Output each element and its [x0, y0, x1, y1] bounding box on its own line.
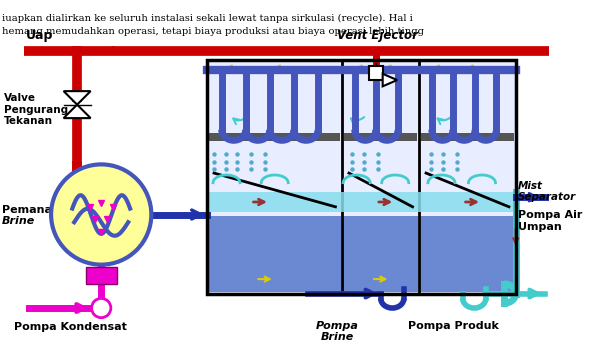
- Bar: [207, 60, 516, 293]
- Circle shape: [92, 298, 111, 318]
- Text: Pompa Kondensat: Pompa Kondensat: [14, 323, 127, 332]
- Polygon shape: [64, 105, 90, 118]
- Text: Pompa Produk: Pompa Produk: [408, 320, 498, 331]
- Bar: [209, 133, 340, 141]
- Bar: [369, 66, 383, 80]
- Bar: [343, 217, 418, 292]
- Text: Valve
Pengurang
Tekanan: Valve Pengurang Tekanan: [4, 93, 68, 126]
- Bar: [420, 217, 514, 292]
- Text: Brine: Brine: [2, 217, 35, 226]
- Text: Pompa Air
Umpan: Pompa Air Umpan: [518, 211, 582, 232]
- Bar: [86, 266, 116, 284]
- Text: Vent Ejector: Vent Ejector: [337, 29, 418, 42]
- Bar: [344, 133, 417, 141]
- Circle shape: [51, 164, 151, 265]
- Text: Uap: Uap: [26, 29, 53, 42]
- Polygon shape: [383, 74, 397, 86]
- Text: Pompa
Brine: Pompa Brine: [316, 320, 359, 342]
- Text: Mist
Separator: Mist Separator: [518, 181, 576, 203]
- Bar: [209, 217, 341, 292]
- Polygon shape: [64, 91, 90, 105]
- Bar: [421, 133, 514, 141]
- Text: hemang memudahkan operasi, tetapi biaya produksi atau biaya operasi lebih tingg: hemang memudahkan operasi, tetapi biaya …: [2, 27, 424, 35]
- Text: iuapkan dialirkan ke seluruh instalasi sekali lewat tanpa sirkulasi (recycle). H: iuapkan dialirkan ke seluruh instalasi s…: [2, 14, 413, 23]
- Bar: [209, 192, 514, 212]
- Text: Pemanas: Pemanas: [2, 205, 59, 215]
- Bar: [207, 60, 516, 293]
